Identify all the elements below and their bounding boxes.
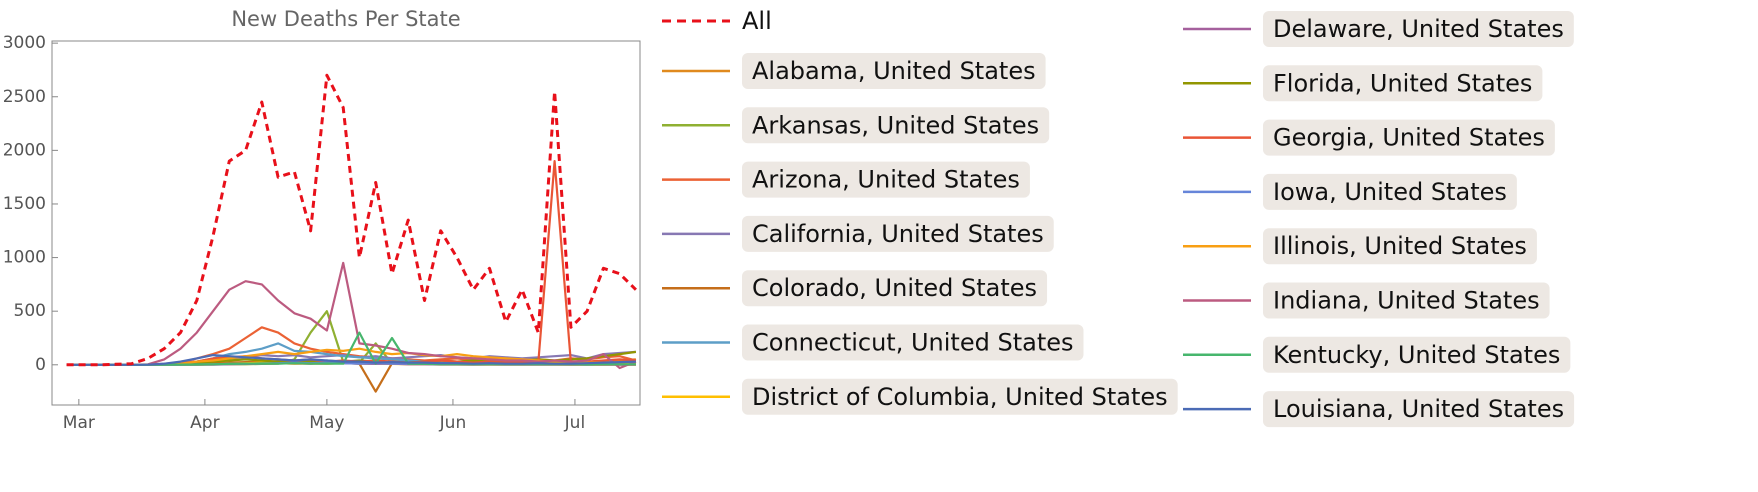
x-tick-label: Apr [190,413,219,433]
x-tick-label: May [309,413,344,433]
series-line [66,261,637,370]
legend-label: Delaware, United States [1273,15,1564,43]
legend-label-box [742,324,1084,361]
legend-label: Louisiana, United States [1273,395,1564,423]
chart-title: New Deaths Per State [231,7,460,31]
y-tick-label: 0 [35,355,46,375]
legend-label-box [1263,228,1537,265]
y-tick-label: 2500 [3,87,46,107]
legend-label: Florida, United States [1273,69,1532,97]
legend: All Alabama, United States Arkansas, Unite… [662,7,1575,428]
legend-label: All [742,7,772,35]
legend-label: California, United States [752,220,1044,248]
x-tick-label: Jul [564,413,586,433]
legend-label-box [1263,336,1571,373]
series-line [66,360,636,393]
legend-label: Connecticut, United States [752,329,1074,357]
y-tick-label: 1500 [3,194,46,214]
legend-label-box [742,270,1048,307]
legend-label-box [1263,11,1574,47]
series-line [66,73,637,367]
legend-label-box [742,378,1178,415]
legend-label: Iowa, United States [1273,178,1507,206]
legend-label-box [1263,391,1575,428]
y-tick-label: 500 [14,301,46,321]
series-line [66,354,636,366]
legend-label-box [1263,65,1543,102]
y-tick-label: 3000 [3,33,46,53]
legend-label-box [742,215,1054,252]
legend-label: Georgia, United States [1273,124,1545,152]
legend-label: Illinois, United States [1273,232,1527,260]
plot-frame [51,40,641,406]
y-tick-label: 1000 [3,248,46,268]
legend-label: Colorado, United States [752,274,1037,302]
legend-label-box [742,53,1046,89]
legend-label-box [1263,173,1517,210]
plot-area [66,73,637,393]
y-tick-label: 2000 [3,140,46,160]
legend-label-box [1263,282,1550,319]
legend-label: District of Columbia, United States [752,383,1168,411]
x-tick-label: Jun [439,413,467,433]
legend-label: Kentucky, United States [1273,341,1560,369]
legend-label-box [1263,119,1555,156]
x-tick-label: Mar [63,413,95,433]
legend-label: Arkansas, United States [752,111,1039,139]
legend-label: Arizona, United States [752,166,1020,194]
legend-label-box [742,107,1050,144]
legend-label: Alabama, United States [752,57,1036,85]
legend-label-box [742,161,1030,198]
legend-label: Indiana, United States [1273,287,1540,315]
